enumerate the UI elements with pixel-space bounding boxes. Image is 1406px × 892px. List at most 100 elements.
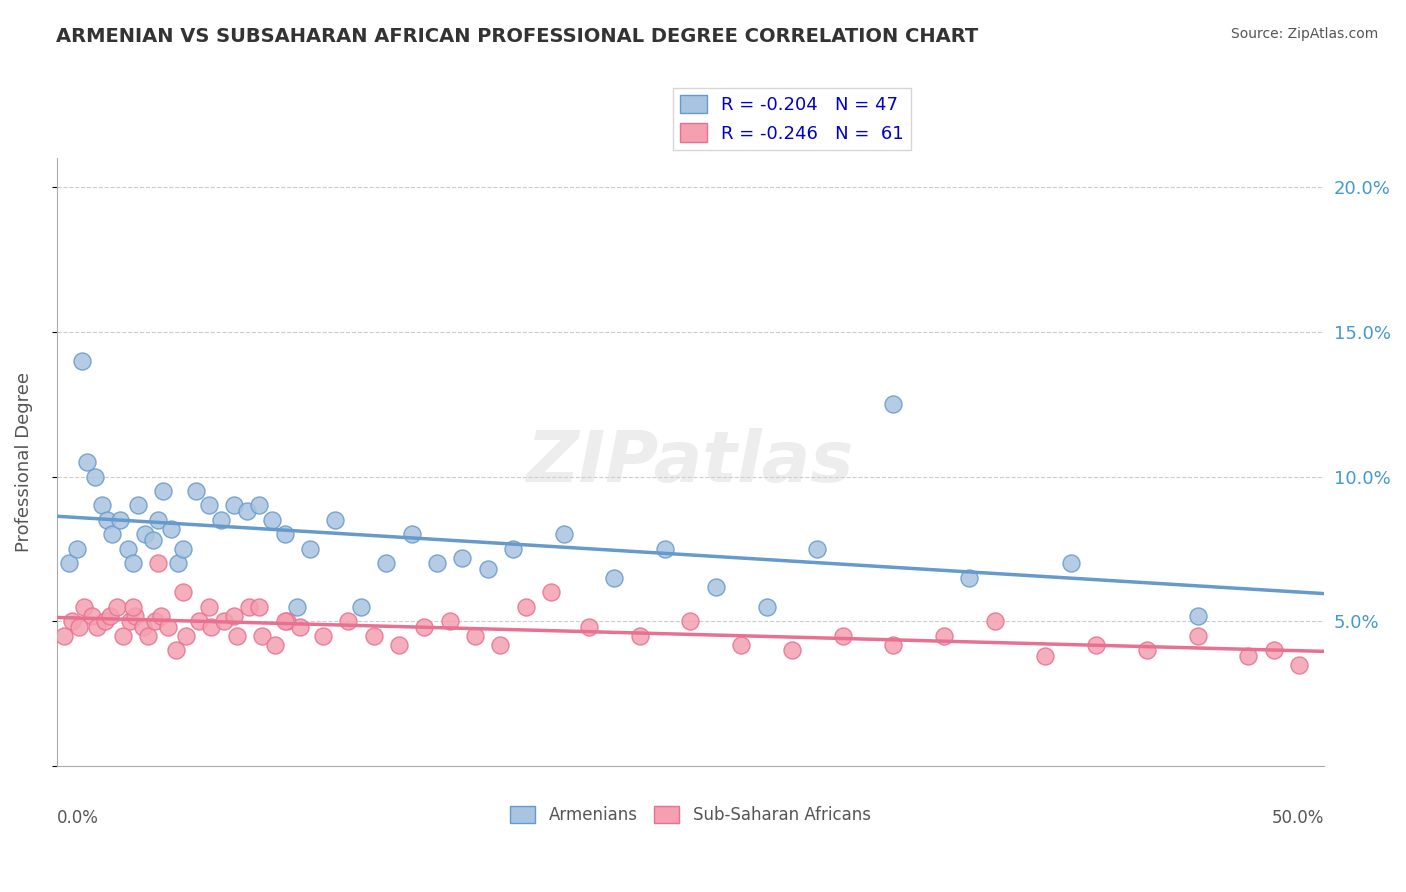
Point [146, 557, 169, 571]
Point [149, 608, 172, 623]
Point [101, 527, 124, 541]
Point [413, 620, 436, 634]
Text: 0.0%: 0.0% [56, 809, 98, 827]
Point [167, 557, 190, 571]
Point [375, 557, 398, 571]
Point [882, 397, 904, 411]
Point [451, 550, 474, 565]
Point [603, 571, 626, 585]
Point [60, 615, 83, 629]
Point [200, 620, 222, 634]
Point [152, 483, 174, 498]
Point [553, 527, 575, 541]
Point [124, 608, 146, 623]
Point [388, 638, 411, 652]
Point [159, 522, 181, 536]
Point [464, 629, 486, 643]
Point [957, 571, 980, 585]
Point [1187, 608, 1209, 623]
Y-axis label: Professional Degree: Professional Degree [15, 372, 32, 552]
Point [401, 527, 423, 541]
Point [96, 513, 118, 527]
Point [489, 638, 512, 652]
Point [1136, 643, 1159, 657]
Point [249, 499, 271, 513]
Point [1288, 657, 1310, 672]
Point [1263, 643, 1285, 657]
Point [274, 527, 297, 541]
Point [1085, 638, 1108, 652]
Point [578, 620, 600, 634]
Point [806, 541, 828, 556]
Point [288, 620, 311, 634]
Point [225, 629, 247, 643]
Point [274, 615, 297, 629]
Point [249, 599, 271, 614]
Point [337, 615, 360, 629]
Point [187, 615, 209, 629]
Point [730, 638, 752, 652]
Legend: R = -0.204   N = 47, R = -0.246   N =  61: R = -0.204 N = 47, R = -0.246 N = 61 [672, 87, 911, 150]
Point [108, 513, 131, 527]
Point [91, 499, 114, 513]
Point [238, 599, 260, 614]
Point [121, 557, 143, 571]
Point [172, 585, 194, 599]
Point [679, 615, 702, 629]
Text: ARMENIAN VS SUBSAHARAN AFRICAN PROFESSIONAL DEGREE CORRELATION CHART: ARMENIAN VS SUBSAHARAN AFRICAN PROFESSIO… [56, 27, 979, 45]
Point [98, 608, 121, 623]
Point [174, 629, 197, 643]
Text: 50.0%: 50.0% [1272, 809, 1324, 827]
Point [145, 615, 167, 629]
Point [932, 629, 955, 643]
Point [197, 499, 219, 513]
Point [67, 620, 90, 634]
Point [73, 599, 96, 614]
Point [263, 638, 285, 652]
Point [58, 557, 80, 571]
Point [142, 533, 165, 548]
Point [654, 541, 676, 556]
Point [363, 629, 385, 643]
Point [426, 557, 449, 571]
Point [325, 513, 347, 527]
Point [111, 629, 134, 643]
Point [83, 469, 105, 483]
Point [222, 499, 245, 513]
Point [117, 541, 139, 556]
Point [82, 608, 104, 623]
Point [70, 353, 93, 368]
Point [350, 599, 373, 614]
Point [132, 620, 155, 634]
Point [276, 615, 298, 629]
Point [262, 513, 284, 527]
Point [184, 483, 207, 498]
Point [120, 615, 142, 629]
Point [540, 585, 562, 599]
Point [136, 629, 159, 643]
Point [165, 643, 187, 657]
Point [628, 629, 651, 643]
Point [755, 599, 778, 614]
Point [127, 499, 149, 513]
Point [299, 541, 322, 556]
Point [197, 599, 219, 614]
Point [1035, 649, 1057, 664]
Point [439, 615, 461, 629]
Point [250, 629, 273, 643]
Point [1237, 649, 1260, 664]
Point [287, 599, 309, 614]
Point [983, 615, 1005, 629]
Point [53, 629, 76, 643]
Point [1187, 629, 1209, 643]
Point [882, 638, 904, 652]
Point [157, 620, 180, 634]
Point [146, 513, 169, 527]
Point [831, 629, 853, 643]
Point [312, 629, 335, 643]
Point [66, 541, 89, 556]
Point [209, 513, 232, 527]
Point [76, 455, 98, 469]
Point [134, 527, 156, 541]
Point [477, 562, 499, 576]
